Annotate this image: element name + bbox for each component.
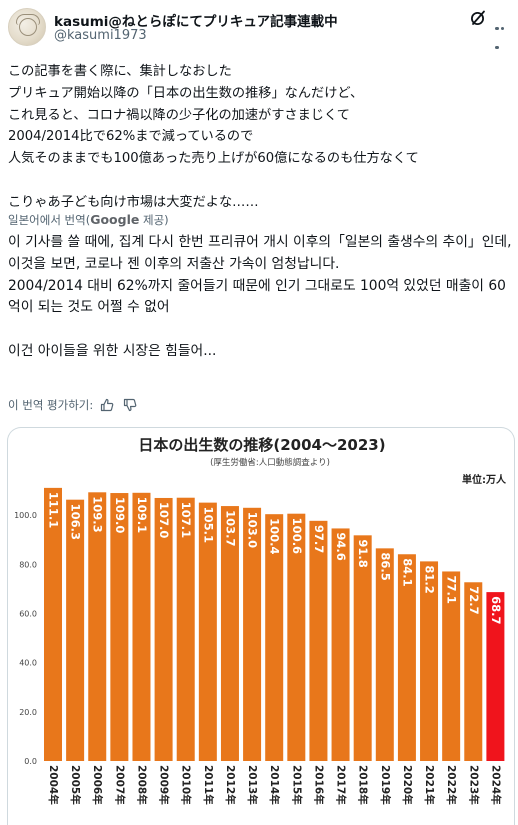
x-tick-label: 2019年 bbox=[379, 765, 392, 805]
x-tick-label: 2016年 bbox=[312, 765, 325, 805]
translation-text: 이 기사를 쓸 때에, 집계 다시 한번 프리큐어 개시 이후의「일본의 출생수… bbox=[8, 234, 512, 359]
more-icon[interactable] bbox=[495, 15, 511, 49]
y-tick-label: 80.0 bbox=[19, 560, 37, 569]
translated-by-label: 일본어에서 번역(Google 제공) bbox=[8, 212, 169, 228]
plot-area: 100.0 80.0 60.0 40.0 20.0 0.0 111.1 2004年 106.3 2… bbox=[14, 487, 505, 805]
bar bbox=[176, 497, 195, 761]
bar bbox=[66, 499, 85, 761]
bar bbox=[110, 493, 129, 761]
bar bbox=[309, 520, 328, 761]
chart-unit: 単位:万人 bbox=[462, 473, 507, 486]
bar-value-label: 91.8 bbox=[356, 539, 370, 567]
y-tick-label: 0.0 bbox=[24, 757, 37, 766]
bar-value-label: 107.0 bbox=[157, 502, 171, 538]
bar bbox=[442, 571, 461, 761]
bar bbox=[287, 513, 306, 761]
bar-value-label: 103.7 bbox=[223, 510, 237, 546]
avatar[interactable] bbox=[8, 8, 46, 46]
bar-value-label: 86.5 bbox=[378, 552, 392, 580]
bar-value-label: 109.1 bbox=[135, 497, 149, 533]
bar bbox=[198, 502, 217, 761]
bar-value-label: 94.6 bbox=[334, 532, 348, 560]
bar bbox=[44, 487, 62, 761]
bar bbox=[464, 582, 483, 761]
y-tick-label: 20.0 bbox=[19, 708, 37, 717]
bar-value-label: 68.7 bbox=[489, 596, 503, 624]
bar-value-label: 109.3 bbox=[91, 496, 105, 532]
x-tick-label: 2021年 bbox=[423, 765, 436, 805]
bar-value-label: 84.1 bbox=[400, 558, 414, 586]
x-tick-label: 2024年 bbox=[489, 765, 502, 805]
bar-value-label: 109.0 bbox=[113, 497, 127, 533]
bar bbox=[265, 514, 284, 761]
bar-value-label: 97.7 bbox=[312, 525, 326, 553]
x-tick-label: 2005年 bbox=[69, 765, 82, 805]
bar bbox=[353, 535, 372, 761]
x-tick-label: 2013年 bbox=[246, 765, 259, 805]
x-tick-label: 2011年 bbox=[202, 765, 215, 805]
bar bbox=[243, 507, 262, 761]
translated-by-suffix: 제공) bbox=[139, 213, 169, 227]
author-display-name[interactable]: kasumi@ねとらぽにてプリキュア記事連載中 bbox=[54, 14, 338, 30]
x-tick-label: 2022年 bbox=[445, 765, 458, 805]
bar bbox=[220, 506, 239, 761]
bar-value-label: 105.1 bbox=[201, 507, 215, 543]
post-text: この記事を書く際に、集計しなおした プリキュア開始以降の「日本の出生数の推移」な… bbox=[8, 64, 419, 210]
birth-count-chart: 日本の出生数の推移(2004～2023) (厚生労働省:人口動態調査より) 単位… bbox=[14, 436, 507, 805]
post-header: kasumi@ねとらぽにてプリキュア記事連載中 @kasumi1973 bbox=[8, 6, 511, 49]
rate-translation-label: 이 번역 평가하기: bbox=[8, 398, 94, 412]
x-tick-label: 2009年 bbox=[158, 765, 171, 805]
y-tick-label: 60.0 bbox=[19, 610, 37, 619]
author-handle[interactable]: @kasumi1973 bbox=[54, 28, 147, 43]
y-tick-label: 40.0 bbox=[19, 659, 37, 668]
rate-translation-row: 이 번역 평가하기: bbox=[8, 397, 137, 413]
translated-by-prefix: 일본어에서 번역( bbox=[8, 213, 91, 227]
google-brand: Google bbox=[90, 212, 140, 227]
x-tick-label: 2020年 bbox=[401, 765, 414, 805]
bar-value-label: 100.6 bbox=[290, 518, 304, 554]
x-tick-label: 2008年 bbox=[135, 765, 148, 805]
bar-value-label: 77.1 bbox=[445, 575, 459, 603]
x-tick-label: 2012年 bbox=[224, 765, 237, 805]
chart-subtitle: (厚生労働省:人口動態調査より) bbox=[210, 457, 330, 468]
x-tick-label: 2015年 bbox=[290, 765, 303, 805]
x-tick-label: 2018年 bbox=[357, 765, 370, 805]
y-tick-label: 100.0 bbox=[14, 511, 37, 520]
bar bbox=[132, 492, 151, 761]
bar bbox=[486, 592, 505, 761]
bar bbox=[331, 528, 350, 761]
x-tick-label: 2004年 bbox=[47, 765, 60, 805]
bar-value-label: 100.4 bbox=[268, 518, 282, 554]
bar bbox=[397, 554, 416, 761]
bar-value-label: 72.7 bbox=[467, 586, 481, 614]
thumbs-up-icon[interactable] bbox=[100, 398, 114, 412]
x-tick-label: 2023年 bbox=[467, 765, 480, 805]
bar-value-label: 107.1 bbox=[179, 502, 193, 538]
x-tick-label: 2007年 bbox=[113, 765, 126, 805]
bar bbox=[375, 548, 394, 761]
bar bbox=[88, 492, 107, 761]
x-tick-label: 2006年 bbox=[91, 765, 104, 805]
bar-value-label: 81.2 bbox=[423, 565, 437, 593]
chart-title: 日本の出生数の推移(2004～2023) bbox=[138, 436, 385, 454]
bar bbox=[154, 497, 173, 761]
avatar-hair bbox=[16, 14, 40, 25]
x-tick-label: 2010年 bbox=[180, 765, 193, 805]
bar-value-label: 103.0 bbox=[246, 512, 260, 548]
grok-icon[interactable] bbox=[469, 9, 487, 27]
x-tick-label: 2017年 bbox=[335, 765, 348, 805]
chart-image[interactable]: 日本の出生数の推移(2004～2023) (厚生労働省:人口動態調査より) 単位… bbox=[7, 427, 515, 825]
x-tick-label: 2014年 bbox=[268, 765, 281, 805]
avatar-face bbox=[19, 18, 37, 36]
thumbs-down-icon[interactable] bbox=[123, 398, 137, 412]
bar-value-label: 106.3 bbox=[69, 504, 83, 540]
bar-value-label: 111.1 bbox=[47, 492, 61, 528]
bar bbox=[420, 561, 439, 761]
